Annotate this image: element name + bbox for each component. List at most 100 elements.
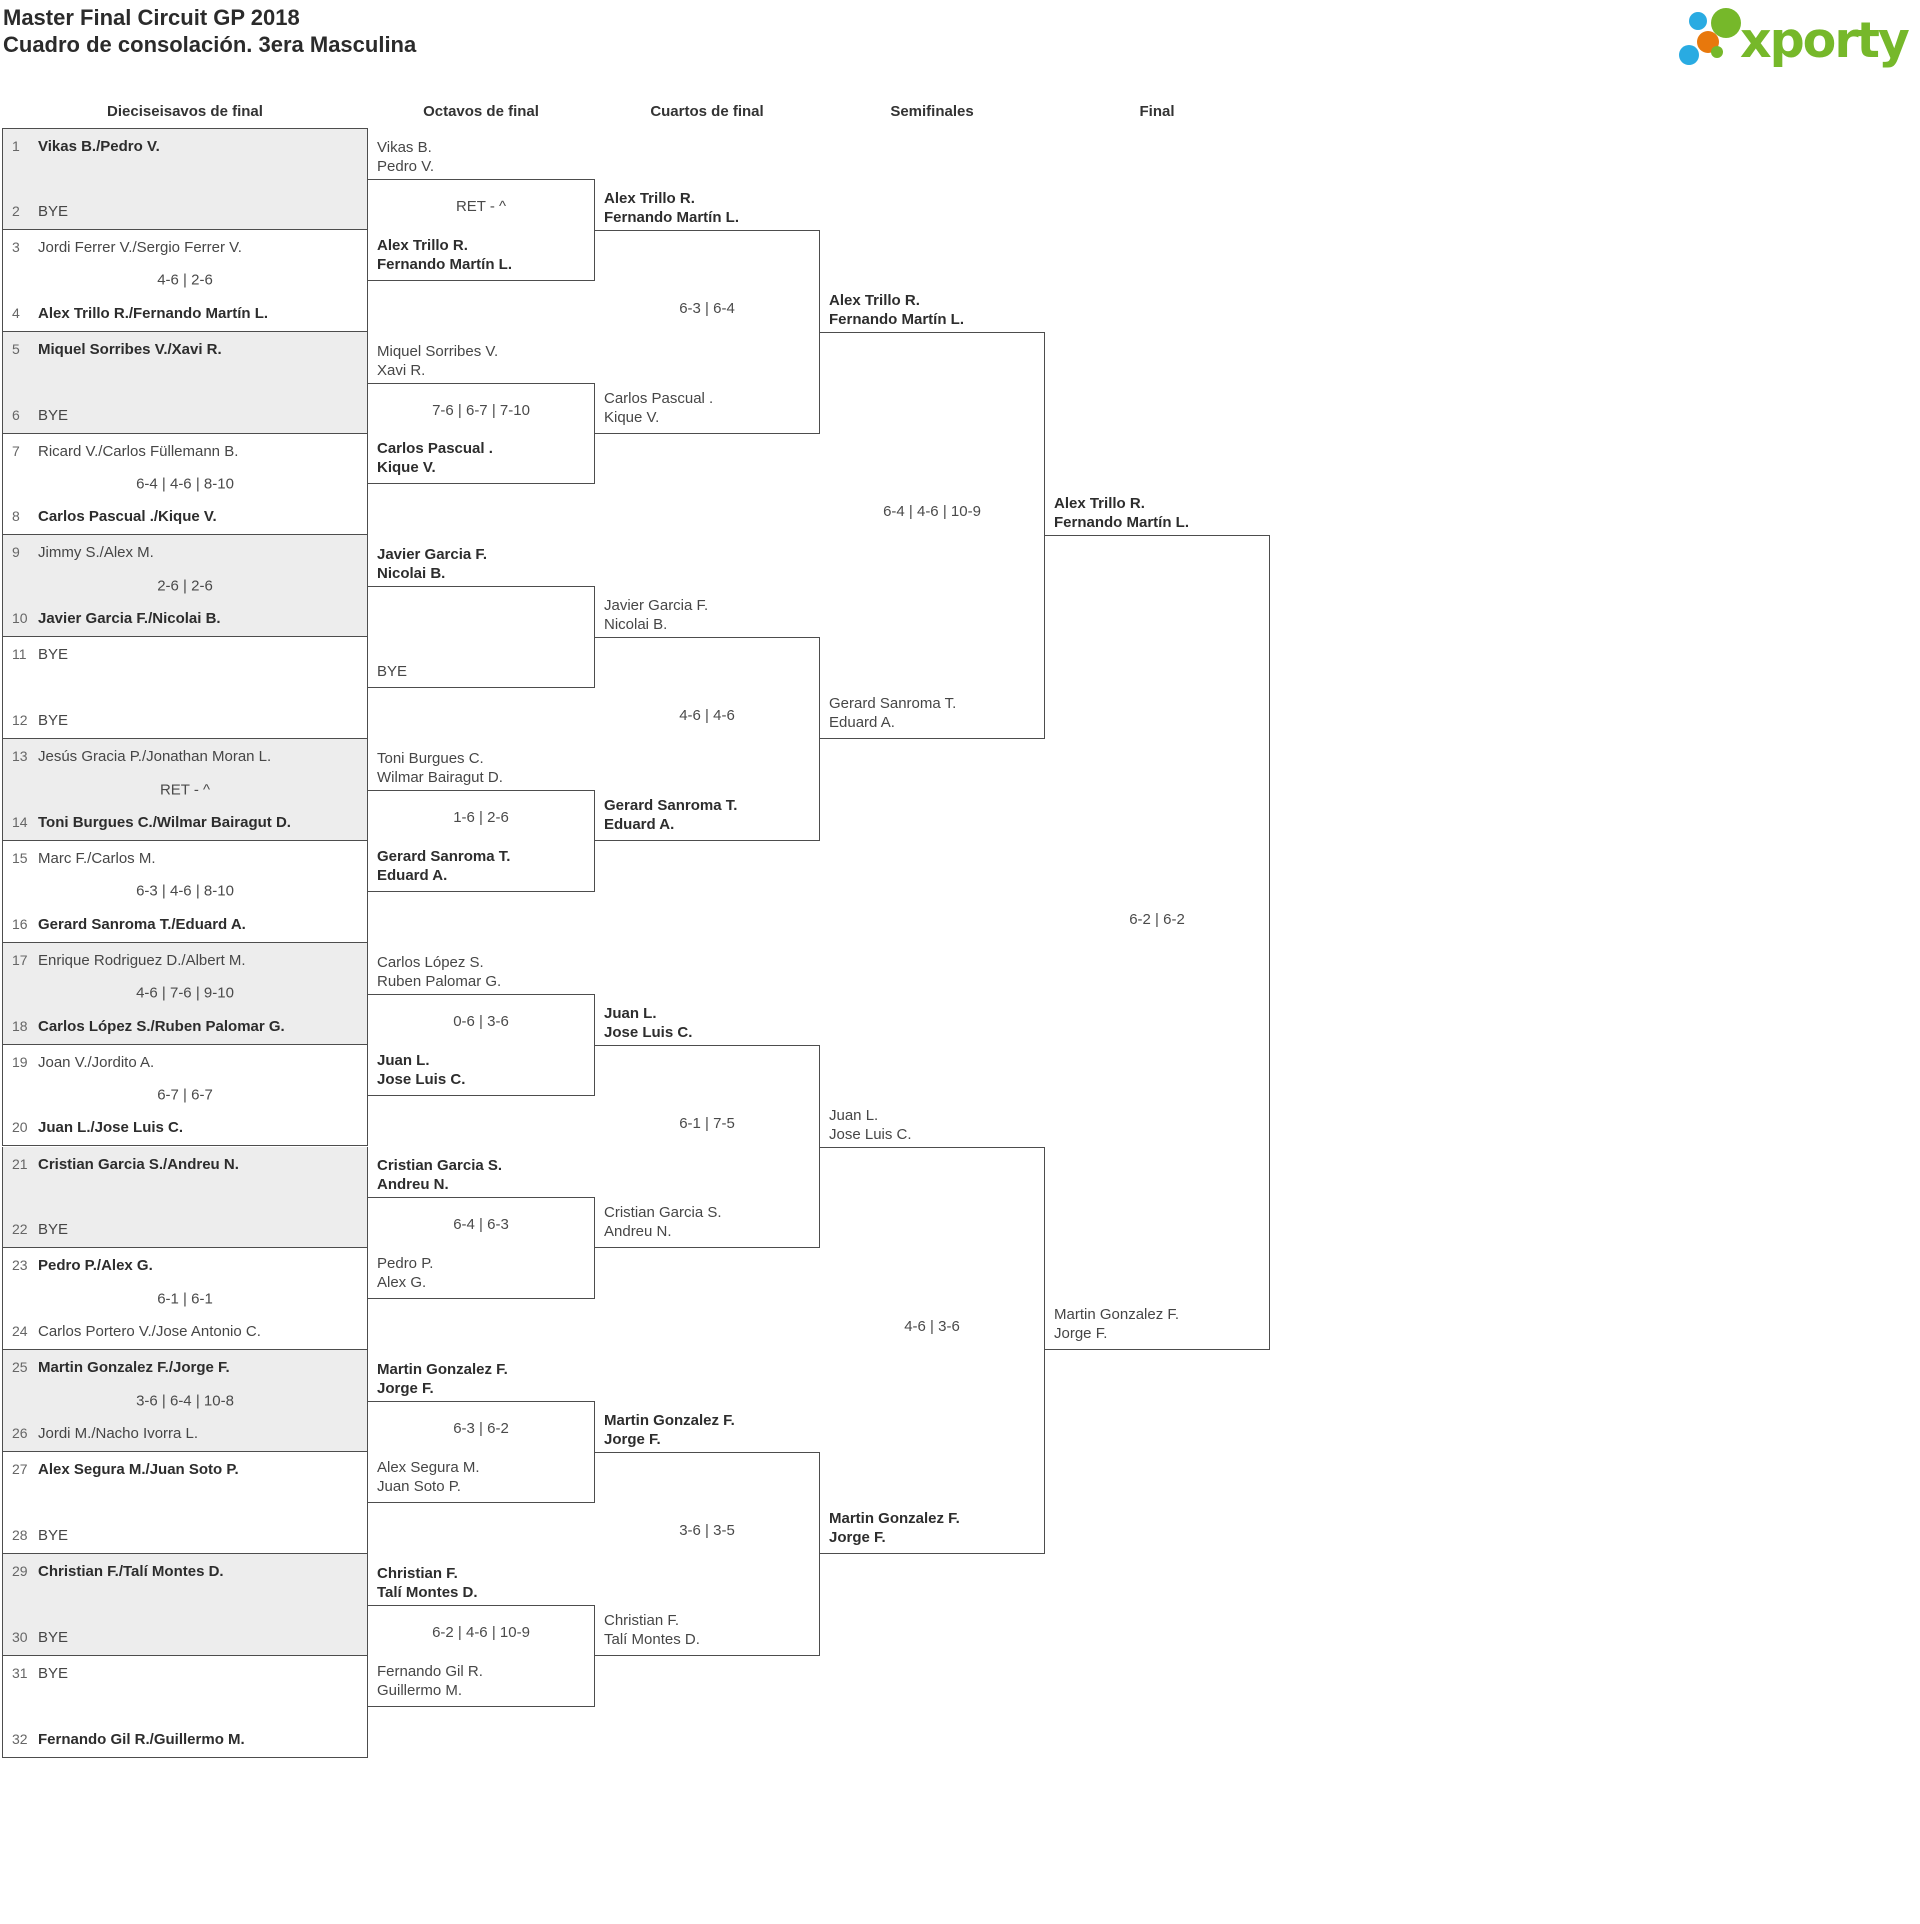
- team-name-line: Fernando Martín L.: [1054, 514, 1189, 532]
- seed-number: 29: [12, 1562, 28, 1579]
- match-score: 6-4 | 4-6 | 10-9: [883, 503, 981, 521]
- team-name-pair: Juan L. Jose Luis C.: [829, 1106, 912, 1144]
- round-header-semifinales: Semifinales: [890, 103, 974, 120]
- team-row: 9 Jimmy S./Alex M.: [12, 543, 361, 562]
- team-row: 10 Javier Garcia F./Nicolai B.: [12, 609, 361, 628]
- team-row: 6 BYE: [12, 406, 361, 425]
- team-row: 23 Pedro P./Alex G.: [12, 1256, 361, 1275]
- team-name-line: Carlos Pascual .: [604, 389, 714, 407]
- team-name: Javier Garcia F./Nicolai B.: [38, 610, 221, 628]
- match-score: RET - ^: [159, 781, 211, 799]
- team-name: BYE: [38, 1526, 69, 1544]
- match-score: 6-3 | 4-6 | 8-10: [136, 882, 234, 900]
- team-name-line: Christian F.: [377, 1564, 458, 1582]
- team-row: 5 Miquel Sorribes V./Xavi R.: [12, 340, 361, 359]
- xporty-logo[interactable]: xporty: [1654, 0, 1916, 68]
- team-row: 7 Ricard V./Carlos Füllemann B.: [12, 442, 361, 461]
- match-score: 4-6 | 7-6 | 9-10: [136, 984, 234, 1002]
- team-name-line: Talí Montes D.: [604, 1630, 700, 1648]
- logo-wordmark: xporty: [1740, 12, 1910, 68]
- seed-number: 18: [12, 1017, 28, 1034]
- team-row: 19 Joan V./Jordito A.: [12, 1053, 361, 1072]
- team-name-line: Pedro P.: [377, 1255, 434, 1273]
- team-name-pair: Carlos Pascual . Kique V.: [604, 389, 713, 427]
- team-name-line: Vikas B.: [377, 138, 432, 156]
- match-box: [367, 790, 595, 892]
- team-row: 29 Christian F./Talí Montes D.: [12, 1562, 361, 1581]
- tournament-title: Master Final Circuit GP 2018: [3, 5, 300, 30]
- team-row: 12 BYE: [12, 711, 361, 730]
- team-name-line: Kique V.: [604, 408, 660, 426]
- r32-match-box: 13 Jesús Gracia P./Jonathan Moran L. RET -…: [2, 739, 368, 841]
- seed-number: 28: [12, 1526, 28, 1543]
- match-box: [594, 1452, 820, 1656]
- team-name-pair: Martin Gonzalez F. Jorge F.: [377, 1360, 508, 1398]
- team-name: Marc F./Carlos M.: [38, 849, 156, 867]
- seed-number: 21: [12, 1155, 28, 1172]
- match-box: [819, 331, 1045, 740]
- logo-dot-green-small: [1711, 46, 1723, 58]
- team-name: Carlos Pascual ./Kique V.: [38, 508, 217, 526]
- match-box: [1044, 535, 1270, 1351]
- team-name-line: Cristian Garcia S.: [377, 1157, 503, 1175]
- team-name-pair: Alex Segura M. Juan Soto P.: [377, 1458, 480, 1496]
- team-name: Pedro P./Alex G.: [38, 1257, 153, 1275]
- team-name-pair: BYE: [377, 662, 407, 681]
- team-name-pair: Christian F. Talí Montes D.: [377, 1564, 478, 1602]
- seed-number: 9: [12, 544, 20, 561]
- team-name-line: Jose Luis C.: [829, 1125, 912, 1143]
- team-name-line: Martin Gonzalez F.: [377, 1361, 508, 1379]
- seed-number: 11: [12, 646, 27, 663]
- team-row: 15 Marc F./Carlos M.: [12, 849, 361, 868]
- team-name-pair: Pedro P. Alex G.: [377, 1254, 433, 1292]
- seed-number: 25: [12, 1359, 28, 1376]
- seed-number: 22: [12, 1221, 28, 1238]
- team-name-line: Jorge F.: [377, 1380, 434, 1398]
- team-name-line: Alex Trillo R.: [1054, 495, 1145, 513]
- team-name-line: Alex Segura M.: [377, 1458, 480, 1476]
- team-name: BYE: [38, 202, 69, 220]
- seed-number: 23: [12, 1257, 28, 1274]
- team-name-line: Alex G.: [377, 1274, 427, 1292]
- team-name-line: Miquel Sorribes V.: [377, 342, 499, 360]
- match-score: 6-4 | 4-6 | 8-10: [136, 475, 234, 493]
- seed-number: 31: [12, 1664, 28, 1681]
- team-row: 17 Enrique Rodriguez D./Albert M.: [12, 951, 361, 970]
- team-row: 2 BYE: [12, 202, 361, 221]
- team-name: Fernando Gil R./Guillermo M.: [38, 1730, 245, 1748]
- round-header-final: Final: [1139, 103, 1175, 120]
- team-row: 24 Carlos Portero V./Jose Antonio C.: [12, 1322, 361, 1341]
- team-name-line: Fernando Martín L.: [604, 208, 739, 226]
- match-box: [367, 1197, 595, 1300]
- team-name: BYE: [38, 1221, 69, 1239]
- team-row: 3 Jordi Ferrer V./Sergio Ferrer V.: [12, 238, 361, 257]
- logo-dot-blue-top: [1689, 12, 1707, 30]
- team-name-line: Fernando Gil R.: [377, 1662, 483, 1680]
- match-score: 6-4 | 6-3: [453, 1216, 509, 1234]
- team-row: 16 Gerard Sanroma T./Eduard A.: [12, 915, 361, 934]
- team-name: Joan V./Jordito A.: [38, 1053, 155, 1071]
- match-score: 4-6 | 3-6: [904, 1318, 960, 1336]
- seed-number: 19: [12, 1053, 28, 1070]
- team-name-pair: Gerard Sanroma T. Eduard A.: [829, 694, 956, 732]
- seed-number: 13: [12, 748, 28, 765]
- team-name: Juan L./Jose Luis C.: [38, 1119, 184, 1137]
- team-name: BYE: [38, 712, 69, 730]
- match-score: 2-6 | 2-6: [157, 577, 213, 595]
- r32-match-box: 25 Martin Gonzalez F./Jorge F. 3-6 | 6-4 |…: [2, 1350, 368, 1453]
- team-name-pair: Gerard Sanroma T. Eduard A.: [377, 847, 510, 885]
- bracket-subtitle: Cuadro de consolación. 3era Masculina: [3, 32, 417, 57]
- team-name: Christian F./Talí Montes D.: [38, 1562, 224, 1580]
- team-name-line: Martin Gonzalez F.: [1054, 1306, 1180, 1324]
- seed-number: 10: [12, 610, 28, 627]
- team-name-pair: Alex Trillo R. Fernando Martín L.: [604, 189, 739, 227]
- match-score: 6-3 | 6-2: [453, 1420, 509, 1438]
- team-name-line: Jorge F.: [829, 1528, 886, 1546]
- team-name-pair: Alex Trillo R. Fernando Martín L.: [829, 291, 964, 329]
- match-score: 4-6 | 4-6: [679, 707, 735, 725]
- r32-match-box: 19 Joan V./Jordito A. 6-7 | 6-7 20 Juan L./J…: [2, 1044, 368, 1147]
- match-score: 6-1 | 6-1: [157, 1290, 213, 1308]
- r32-match-box: 15 Marc F./Carlos M. 6-3 | 4-6 | 8-10 16 Ger…: [2, 840, 368, 943]
- team-row: 27 Alex Segura M./Juan Soto P.: [12, 1460, 361, 1479]
